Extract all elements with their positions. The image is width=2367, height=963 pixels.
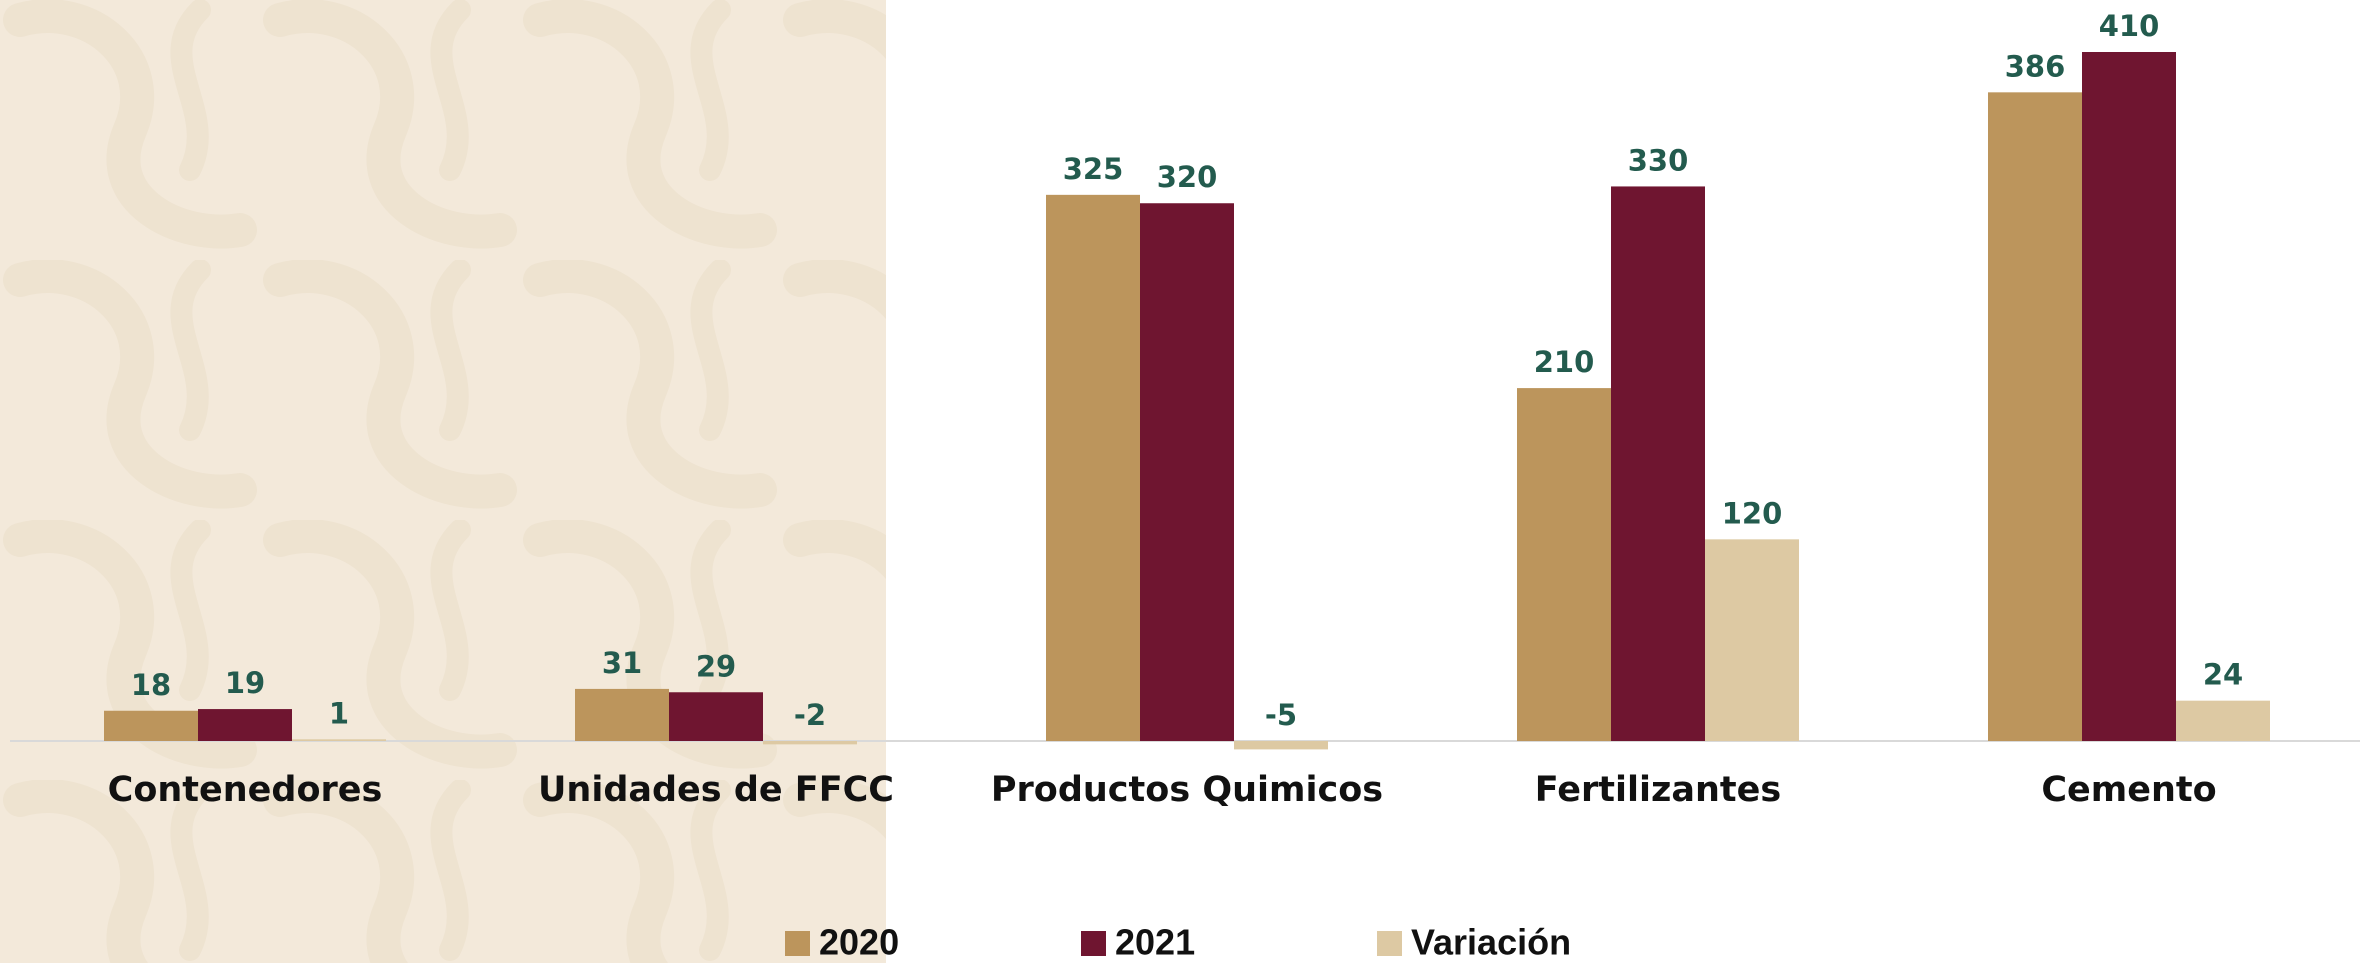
legend-swatch xyxy=(785,931,810,956)
bar xyxy=(669,692,763,741)
value-label: 19 xyxy=(225,666,265,700)
bar xyxy=(1988,92,2082,741)
legend-swatch xyxy=(1377,931,1402,956)
legend-label: 2020 xyxy=(819,922,899,963)
value-label: 29 xyxy=(696,649,736,683)
value-label: 1 xyxy=(329,696,349,730)
value-label: 18 xyxy=(131,668,171,702)
bar xyxy=(763,741,857,745)
bar xyxy=(1705,539,1799,741)
legend-label: Variación xyxy=(1411,922,1571,963)
value-label: 320 xyxy=(1157,160,1218,194)
value-label: 210 xyxy=(1534,345,1595,379)
bar xyxy=(1611,186,1705,741)
category-label: Fertilizantes xyxy=(1535,770,1781,810)
value-label: 24 xyxy=(2203,658,2243,692)
bar xyxy=(104,710,198,741)
bar xyxy=(575,688,669,741)
category-label: Productos Quimicos xyxy=(991,770,1383,810)
bar xyxy=(2176,700,2270,741)
value-label: -5 xyxy=(1265,698,1297,732)
bar xyxy=(1046,194,1140,742)
category-label: Contenedores xyxy=(108,770,383,810)
value-label: 330 xyxy=(1628,143,1689,177)
category-label: Unidades de FFCC xyxy=(538,770,894,810)
background-pattern xyxy=(0,0,886,963)
value-label: 325 xyxy=(1063,152,1124,186)
legend-swatch xyxy=(1081,931,1106,956)
value-label: 120 xyxy=(1722,496,1783,530)
value-label: -2 xyxy=(794,698,826,732)
legend-label: 2021 xyxy=(1115,922,1195,963)
category-label: Cemento xyxy=(2041,770,2216,810)
bar xyxy=(1234,741,1328,750)
bar xyxy=(1517,388,1611,741)
bar xyxy=(1140,203,1234,741)
value-label: 386 xyxy=(2005,49,2066,83)
value-label: 410 xyxy=(2099,9,2160,43)
value-label: 31 xyxy=(602,646,642,680)
bar xyxy=(2082,52,2176,741)
bar xyxy=(198,709,292,741)
bar xyxy=(292,739,386,741)
